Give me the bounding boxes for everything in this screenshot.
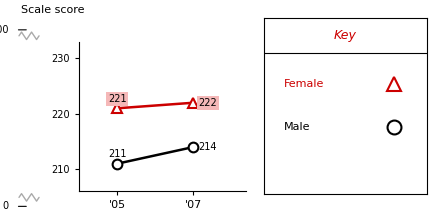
Text: 214: 214 — [198, 142, 217, 152]
Text: 221: 221 — [108, 94, 127, 104]
Text: 0: 0 — [3, 201, 9, 211]
Text: 222: 222 — [198, 98, 217, 108]
Text: 500: 500 — [0, 25, 9, 35]
Text: Key: Key — [334, 29, 357, 42]
Text: Female: Female — [283, 79, 324, 90]
Text: Male: Male — [283, 122, 310, 132]
Text: Scale score: Scale score — [21, 5, 84, 15]
Text: 211: 211 — [108, 149, 126, 159]
